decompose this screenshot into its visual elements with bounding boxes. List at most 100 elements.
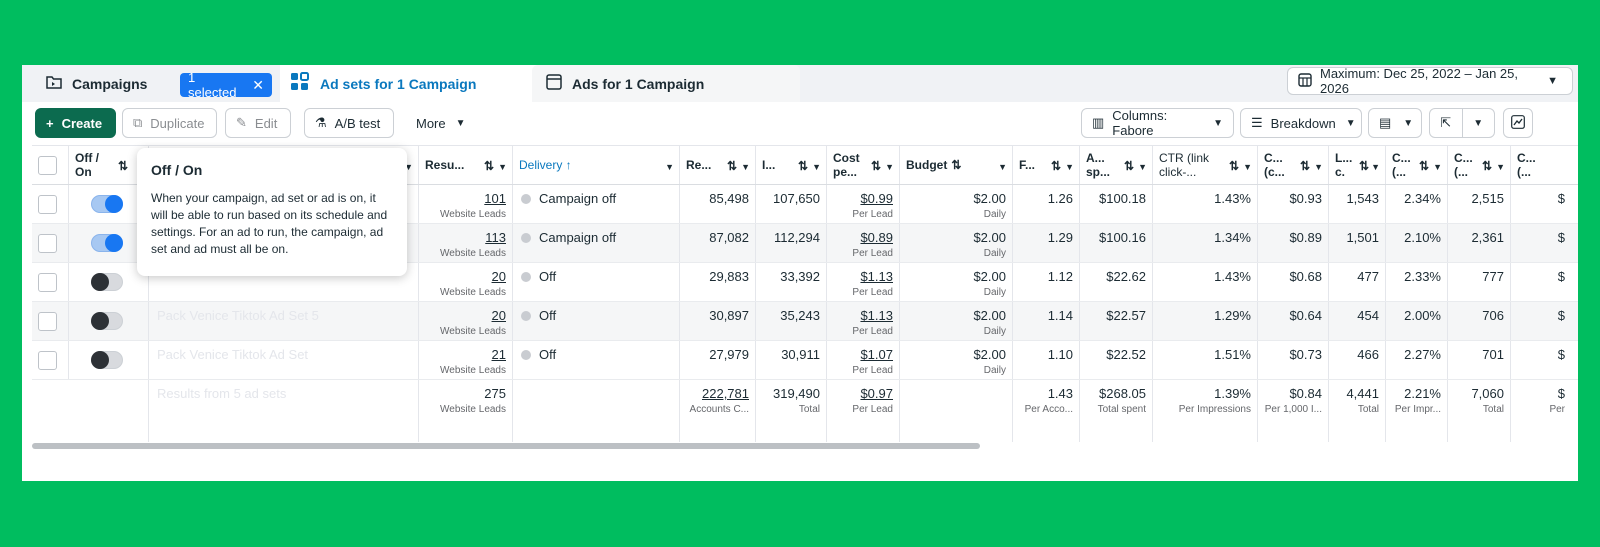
- more-button[interactable]: More ▼: [406, 108, 476, 138]
- scrollbar-thumb[interactable]: [32, 443, 980, 449]
- date-range-picker[interactable]: Maximum: Dec 25, 2022 – Jan 25, 2026 ▼: [1287, 66, 1573, 96]
- cell-reach: 87,082: [680, 224, 756, 262]
- header-c1-label: C... (...: [1392, 151, 1411, 179]
- cell-spent-value: $22.62: [1106, 269, 1146, 284]
- cell-c2-value: 2,361: [1471, 230, 1504, 245]
- adset-name[interactable]: Pack Venice Tiktok Ad Set: [149, 341, 419, 379]
- total-results: 275 Website Leads: [419, 380, 513, 442]
- cell-results-value[interactable]: 20: [491, 269, 506, 284]
- header-onoff-label: Off / On: [75, 151, 99, 179]
- cell-cpc: $0.89: [1258, 224, 1329, 262]
- select-all-checkbox[interactable]: [38, 156, 57, 175]
- cell-cost-value[interactable]: $0.99: [860, 191, 893, 206]
- cell-cost[interactable]: $1.13 Per Lead: [827, 302, 900, 340]
- cell-impressions-value: 33,392: [780, 269, 820, 284]
- table-row[interactable]: Campaign off 101 Website Leads 85,498 107,65…: [32, 185, 1578, 224]
- table-row[interactable]: Off 20 Website Leads 29,883 33,392 $1.13 Per L…: [32, 263, 1578, 302]
- create-button[interactable]: + Create: [35, 108, 116, 138]
- cell-results[interactable]: 101 Website Leads: [419, 185, 513, 223]
- cell-cost-value[interactable]: $1.13: [860, 269, 893, 284]
- header-budget[interactable]: Budget ⇅ ▼: [900, 146, 1013, 184]
- total-cost-value[interactable]: $0.97: [860, 386, 893, 401]
- cell-results[interactable]: 113 Website Leads: [419, 224, 513, 262]
- tab-ads[interactable]: Ads for 1 Campaign: [532, 65, 800, 102]
- table-row[interactable]: Pack Venice Tiktok Ad Set 5 Off 20 Website …: [32, 302, 1578, 341]
- tab-adsets-label: Ad sets for 1 Campaign: [320, 75, 477, 92]
- total-reach-value[interactable]: 222,781: [702, 386, 749, 401]
- breakdown-button[interactable]: ☰ Breakdown ▼: [1240, 108, 1362, 138]
- columns-button[interactable]: ▥ Columns: Fabore ▼: [1081, 108, 1234, 138]
- header-amount-spent[interactable]: A... sp... ⇅ ▼: [1080, 146, 1153, 184]
- close-icon[interactable]: ✕: [252, 76, 264, 93]
- selected-badge[interactable]: 1 selected ✕: [180, 70, 272, 100]
- cell-results-value[interactable]: 101: [484, 191, 506, 206]
- header-reach[interactable]: Re... ⇅ ▼: [680, 146, 756, 184]
- row-checkbox[interactable]: [38, 234, 57, 253]
- adset-name[interactable]: [149, 224, 419, 262]
- header-link-clicks[interactable]: L... c. ⇅ ▼: [1329, 146, 1386, 184]
- total-cost[interactable]: $0.97 Per Lead: [827, 380, 900, 442]
- tab-campaigns-label: Campaigns: [72, 75, 148, 92]
- onoff-toggle[interactable]: [91, 195, 123, 213]
- cell-cost[interactable]: $1.07 Per Lead: [827, 341, 900, 379]
- cell-results-value[interactable]: 113: [485, 230, 506, 245]
- cell-cost[interactable]: $0.89 Per Lead: [827, 224, 900, 262]
- cell-results-value[interactable]: 21: [491, 347, 506, 362]
- reports-button[interactable]: ▤ ▼: [1368, 108, 1422, 138]
- header-cost[interactable]: Cost pe... ⇅ ▼: [827, 146, 900, 184]
- table-row[interactable]: Pack Venice Tiktok Ad Set Off 21 Website Le…: [32, 341, 1578, 380]
- chart-button[interactable]: [1503, 108, 1533, 138]
- chevron-down-icon[interactable]: ▼: [1473, 117, 1484, 129]
- cell-results-value[interactable]: 20: [491, 308, 506, 323]
- header-delivery[interactable]: Delivery ↑ ▼: [513, 146, 680, 184]
- header-onoff[interactable]: Off / On ⇅: [69, 146, 149, 184]
- header-frequency[interactable]: F... ⇅ ▼: [1013, 146, 1080, 184]
- edit-button[interactable]: ✎ Edit: [225, 108, 291, 138]
- tab-campaigns[interactable]: Campaigns 1 selected ✕: [22, 65, 272, 102]
- cell-frequency: 1.29: [1013, 224, 1080, 262]
- adset-name[interactable]: [149, 263, 419, 301]
- duplicate-button[interactable]: ⧉ Duplicate: [122, 108, 217, 138]
- cell-cpc-value: $0.93: [1289, 191, 1322, 206]
- row-checkbox[interactable]: [38, 312, 57, 331]
- header-results[interactable]: Resu... ⇅ ▼: [419, 146, 513, 184]
- onoff-toggle[interactable]: [91, 312, 123, 330]
- header-c3-label: C... (...: [1517, 151, 1536, 179]
- header-c1[interactable]: C... (... ⇅ ▼: [1386, 146, 1448, 184]
- adset-name[interactable]: [149, 185, 419, 223]
- cell-budget-value: $2.00: [973, 269, 1006, 284]
- header-c2[interactable]: C... (... ⇅ ▼: [1448, 146, 1511, 184]
- header-name[interactable]: ▼: [149, 146, 419, 184]
- total-ctr-value: 1.39%: [1214, 386, 1251, 401]
- onoff-toggle[interactable]: [91, 351, 123, 369]
- cell-results[interactable]: 20 Website Leads: [419, 263, 513, 301]
- cell-cost[interactable]: $0.99 Per Lead: [827, 185, 900, 223]
- chevron-down-icon: ▼: [1371, 162, 1380, 172]
- row-checkbox[interactable]: [38, 195, 57, 214]
- cell-c2: 701: [1448, 341, 1511, 379]
- onoff-toggle[interactable]: [91, 273, 123, 291]
- row-checkbox[interactable]: [38, 273, 57, 292]
- tab-adsets[interactable]: Ad sets for 1 Campaign: [280, 65, 548, 102]
- cell-results[interactable]: 20 Website Leads: [419, 302, 513, 340]
- row-checkbox[interactable]: [38, 351, 57, 370]
- cell-cost-value[interactable]: $1.07: [860, 347, 893, 362]
- onoff-toggle[interactable]: [91, 234, 123, 252]
- cell-c3-value: $: [1557, 191, 1565, 206]
- header-c3[interactable]: C... (...: [1511, 146, 1571, 184]
- horizontal-scrollbar[interactable]: [32, 443, 1572, 449]
- cell-cost[interactable]: $1.13 Per Lead: [827, 263, 900, 301]
- cell-spent: $22.62: [1080, 263, 1153, 301]
- cell-cost-value[interactable]: $1.13: [860, 308, 893, 323]
- cell-cost-value[interactable]: $0.89: [860, 230, 893, 245]
- adset-name[interactable]: Pack Venice Tiktok Ad Set 5: [149, 302, 419, 340]
- export-button[interactable]: ⇱ ▼: [1429, 108, 1495, 138]
- header-ctr[interactable]: CTR (link click-... ⇅ ▼: [1153, 146, 1258, 184]
- header-impressions[interactable]: I... ⇅ ▼: [756, 146, 827, 184]
- cell-link-clicks: 1,543: [1329, 185, 1386, 223]
- cell-link-clicks-value: 1,543: [1346, 191, 1379, 206]
- header-cpc[interactable]: C... (c... ⇅ ▼: [1258, 146, 1329, 184]
- ab-test-button[interactable]: ⚗ A/B test: [304, 108, 394, 138]
- cell-results[interactable]: 21 Website Leads: [419, 341, 513, 379]
- total-reach[interactable]: 222,781 Accounts C...: [680, 380, 756, 442]
